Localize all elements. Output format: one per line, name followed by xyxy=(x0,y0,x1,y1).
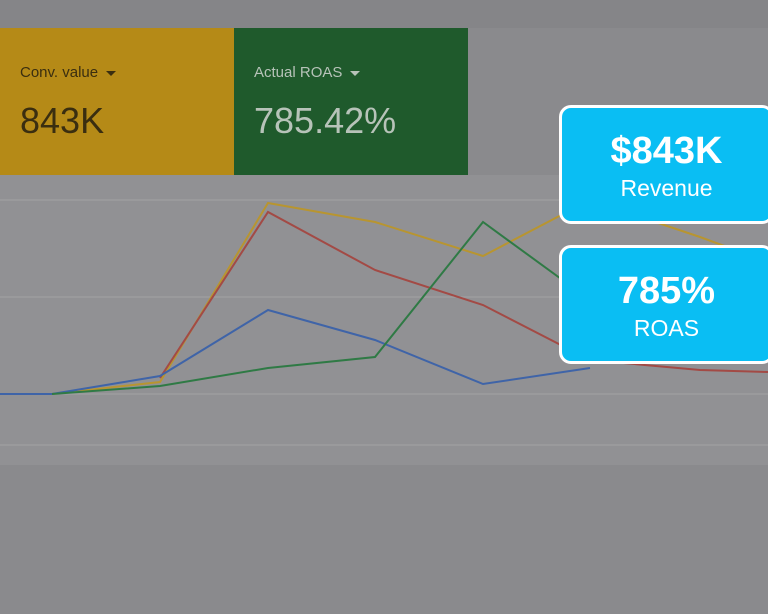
line-green xyxy=(51,220,591,395)
line-yellow xyxy=(0,198,768,395)
callout-value: $843K xyxy=(610,130,723,172)
callout: 785% ROAS xyxy=(559,245,768,364)
callout-label: ROAS xyxy=(633,315,700,341)
scorecard[interactable]: Actual ROAS 785.42% xyxy=(234,28,468,175)
line-red xyxy=(159,210,768,379)
caret xyxy=(106,70,117,76)
scorecard[interactable]: Conv. value 843K xyxy=(0,28,234,175)
scorecard-value: 843K xyxy=(20,100,105,141)
label-text: Conv. value xyxy=(20,64,99,81)
scorecard-label: Actual ROAS xyxy=(254,64,361,81)
top-strip xyxy=(0,0,768,28)
callout-value: 785% xyxy=(617,270,716,312)
scorecard-value: 785.42% xyxy=(254,100,397,141)
label-text: Actual ROAS xyxy=(254,64,343,81)
scorecard-label: Conv. value xyxy=(20,64,117,81)
caret xyxy=(350,70,361,76)
callout-label: Revenue xyxy=(620,175,713,201)
callout: $843K Revenue xyxy=(559,105,768,224)
lines xyxy=(0,198,768,395)
